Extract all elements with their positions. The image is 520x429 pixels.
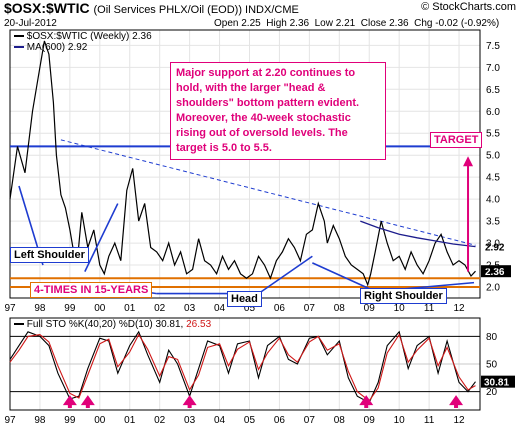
stochastic-panel-frame — [9, 317, 481, 411]
stochastic-x-tick-label: 06 — [274, 415, 286, 426]
stochastic-x-tick-label: 01 — [124, 415, 136, 426]
stochastic-x-tick-label: 08 — [334, 415, 346, 426]
stochastic-x-tick-label: 02 — [154, 415, 166, 426]
price-y-tick-label: 5.0 — [486, 151, 500, 162]
price-y-tick-label: 3.0 — [486, 239, 500, 250]
price-x-tick-label: 08 — [334, 303, 346, 314]
price-y-tick-label: 7.0 — [486, 63, 500, 74]
price-x-tick-label: 98 — [34, 303, 46, 314]
chart-date: 20-Jul-2012 — [4, 18, 57, 29]
stochastic-y-tick-label: 80 — [486, 332, 498, 343]
last-value-tag-bg — [481, 265, 511, 278]
price-x-tick-label: 04 — [214, 303, 226, 314]
price-y-tick-label: 3.5 — [486, 217, 500, 228]
stochastic-x-tick-label: 98 — [34, 415, 46, 426]
stochastic-tag-bg — [481, 375, 515, 388]
target-arrow-head — [463, 156, 474, 167]
price-legend: $OSX:$WTIC (Weekly) 2.36 MA(600) 2.92 — [14, 31, 152, 53]
stochastic-x-tick-label: 07 — [304, 415, 316, 426]
ma600-series-line — [360, 220, 476, 248]
price-y-tick-label: 4.5 — [486, 173, 500, 184]
stochastic-tag-text: 30.81 — [484, 378, 509, 389]
stochastic-x-tick-label: 99 — [64, 415, 76, 426]
tick-labels: 97 97 98 98 99 99 00 00 01 01 02 02 03 03 04 04 05 05 06 06… — [4, 41, 500, 426]
last-value-tag-text: 2.36 — [485, 267, 505, 278]
price-x-tick-label: 07 — [304, 303, 316, 314]
ma-legend-entry: MA(600) 2.92 — [14, 42, 152, 53]
price-x-tick-label: 05 — [244, 303, 256, 314]
price-x-tick-label: 99 — [64, 303, 76, 314]
oversold-arrow-head — [359, 395, 374, 406]
descending-trendline — [60, 139, 476, 246]
stochastic-y-tick-label: 50 — [486, 360, 498, 371]
price-last-value-tag: 2.36 — [481, 265, 511, 278]
price-y-tick-label: 2.0 — [486, 283, 500, 294]
stochastic-legend-label: Full STO %K(40,20) %D(10) — [26, 319, 153, 330]
stochastic-x-tick-label: 09 — [364, 415, 376, 426]
price-x-tick-label: 11 — [424, 303, 435, 314]
ma-legend-swatch — [14, 46, 24, 49]
stochastic-x-tick-label: 00 — [94, 415, 106, 426]
stochastic-y-tick-label: 20 — [486, 387, 498, 398]
chart-description: (Oil Services PHLX/Oil (EOD)) INDX/CME — [93, 4, 299, 16]
right-shoulder-label: Right Shoulder — [360, 288, 447, 304]
price-legend-entry: $OSX:$WTIC (Weekly) 2.36 — [14, 31, 152, 42]
stochastic-x-tick-label: 12 — [453, 415, 465, 426]
last-value-tag-bg — [481, 240, 511, 253]
target-label: TARGET — [430, 132, 483, 148]
chart-symbol-title: $OSX:$WTIC (Oil Services PHLX/Oil (EOD))… — [4, 0, 299, 16]
price-y-tick-label: 5.5 — [486, 129, 500, 140]
data-series — [9, 40, 476, 404]
pattern-outline-line — [258, 255, 313, 295]
four-times-label: 4-TIMES IN 15-YEARS — [30, 282, 153, 298]
stockcharts-watermark: © StockCharts.com — [421, 1, 516, 13]
stochastic-x-tick-label: 11 — [424, 415, 435, 426]
price-x-tick-label: 00 — [94, 303, 106, 314]
stochastic-x-tick-label: 03 — [184, 415, 196, 426]
price-x-tick-label: 02 — [154, 303, 166, 314]
oversold-arrow-head — [182, 395, 197, 406]
oversold-arrow-head — [80, 395, 95, 406]
oversold-arrow-head — [62, 395, 77, 406]
stochastic-legend: Full STO %K(40,20) %D(10) 30.81, 26.53 — [14, 319, 211, 330]
price-legend-swatch — [14, 35, 24, 38]
head-label: Head — [227, 291, 262, 307]
last-value-tag-text: 2.92 — [485, 243, 505, 254]
price-y-tick-label: 6.0 — [486, 107, 500, 118]
ohlc-readout: Open 2.25 High 2.36 Low 2.21 Close 2.36 … — [214, 18, 500, 29]
price-x-tick-label: 03 — [184, 303, 196, 314]
price-y-tick-label: 6.5 — [486, 85, 500, 96]
pattern-outline-line — [84, 203, 119, 272]
stochastic-d-value: 26.53 — [186, 319, 212, 330]
price-y-tick-label: 7.5 — [486, 41, 500, 52]
price-y-tick-label: 2.5 — [486, 261, 500, 272]
stochastic-last-value-tag: 30.81 — [481, 375, 515, 389]
price-x-tick-label: 06 — [274, 303, 286, 314]
stochastic-d-line — [9, 333, 476, 402]
analysis-note: Major support at 2.20 continues to hold,… — [170, 62, 386, 160]
price-x-tick-label: 12 — [453, 303, 465, 314]
price-x-tick-label: 10 — [394, 303, 406, 314]
price-x-tick-label: 01 — [124, 303, 136, 314]
stochastic-k-value: 30.81, — [155, 319, 184, 330]
price-x-tick-label: 97 — [4, 303, 16, 314]
pattern-outline-line — [312, 262, 376, 293]
stochastic-x-tick-label: 05 — [244, 415, 256, 426]
stochastic-legend-swatch — [14, 323, 24, 326]
stochastic-x-tick-label: 04 — [214, 415, 226, 426]
price-x-tick-label: 09 — [364, 303, 376, 314]
oversold-arrow-head — [449, 395, 464, 406]
stochastic-x-tick-label: 10 — [394, 415, 406, 426]
left-shoulder-label: Left Shoulder — [10, 247, 89, 263]
ma-last-value-tag: 2.92 — [481, 240, 511, 254]
price-y-tick-label: 4.0 — [486, 195, 500, 206]
stochastic-x-tick-label: 97 — [4, 415, 16, 426]
price-series-line — [9, 40, 476, 287]
